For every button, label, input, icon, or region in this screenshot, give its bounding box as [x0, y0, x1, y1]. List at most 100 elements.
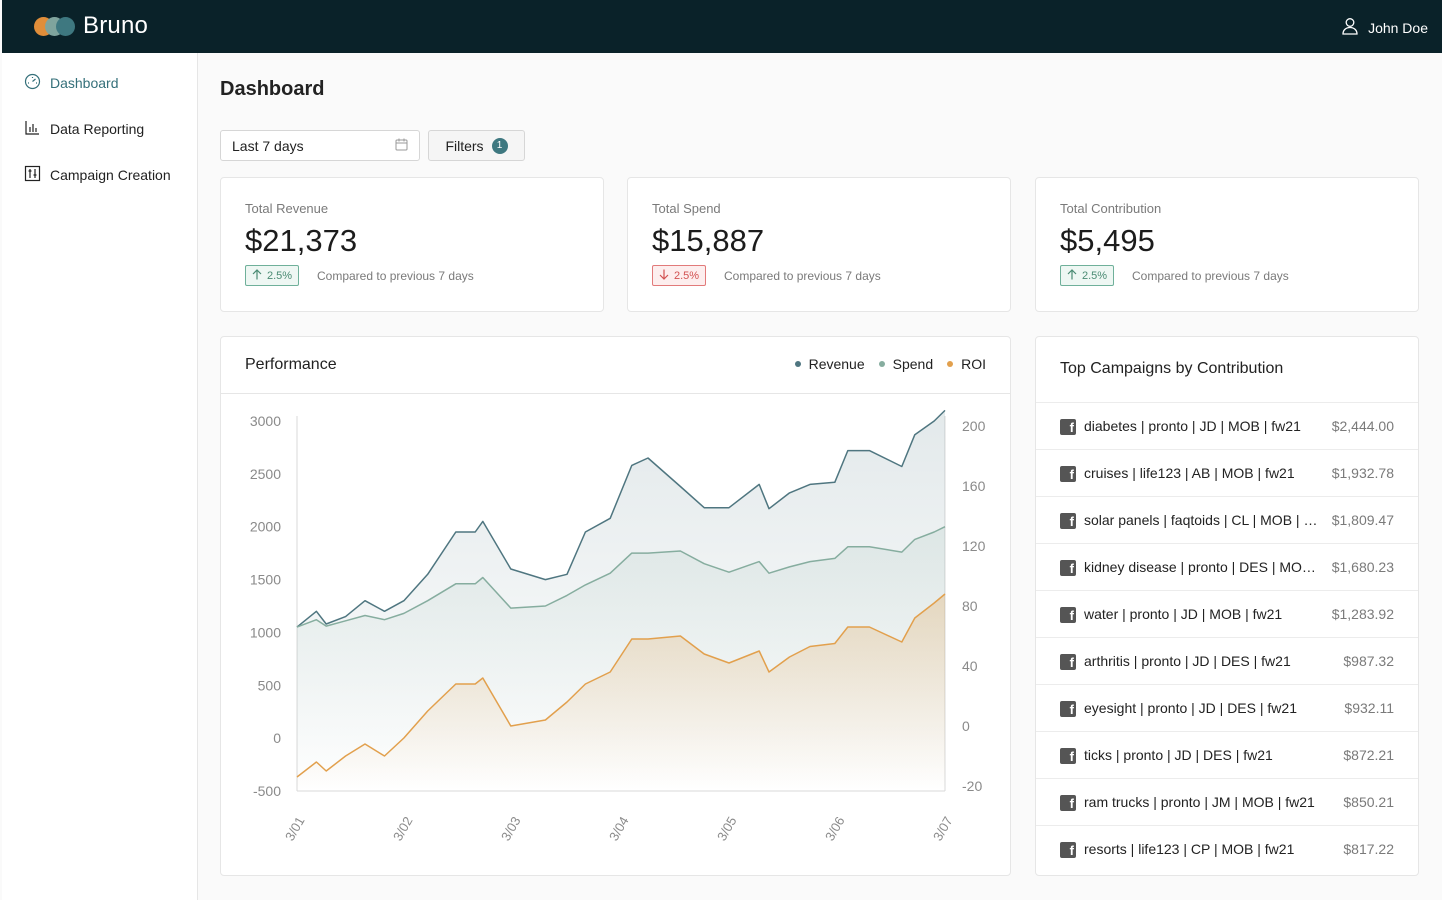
campaign-name: arthritis | pronto | JD | DES | fw21: [1084, 653, 1291, 669]
campaign-row[interactable]: f eyesight | pronto | JD | DES | fw21 $932…: [1036, 684, 1418, 731]
campaign-name: resorts | life123 | CP | MOB | fw21: [1084, 841, 1295, 857]
performance-title: Performance: [245, 356, 337, 373]
dashboard-gauge-icon: [24, 73, 41, 93]
campaign-row[interactable]: f water | pronto | JD | MOB | fw21 $1,283.…: [1036, 590, 1418, 637]
legend-item-roi[interactable]: ROI: [947, 356, 986, 372]
top-campaigns-panel: Top Campaigns by Contribution f diabetes …: [1035, 336, 1419, 876]
user-icon: [1342, 17, 1358, 38]
date-range-picker[interactable]: Last 7 days: [220, 130, 420, 161]
facebook-icon: f: [1060, 466, 1076, 482]
series-line-revenue: [296, 409, 946, 628]
campaign-row[interactable]: f solar panels | faqtoids | CL | MOB | fw…: [1036, 496, 1418, 543]
filters-label: Filters: [445, 137, 484, 154]
y-right-tick-label: -20: [962, 778, 982, 794]
kpi-value: $21,373: [245, 223, 358, 258]
kpi-value: $5,495: [1060, 223, 1155, 258]
legend-label: ROI: [961, 356, 986, 372]
campaign-row[interactable]: f ticks | pronto | JD | DES | fw21 $872.21: [1036, 731, 1418, 778]
panel-divider: [221, 393, 1010, 394]
sidebar-item-label: Dashboard: [50, 75, 119, 91]
facebook-icon: f: [1060, 701, 1076, 717]
campaign-contribution: $817.22: [1343, 841, 1394, 857]
kpi-compare-text: Compared to previous 7 days: [724, 269, 881, 283]
series-area-roi: [297, 594, 945, 791]
kpi-card-total-spend: Total Spend $15,887 2.5% Compared to pre…: [627, 177, 1011, 312]
campaign-contribution: $872.21: [1343, 747, 1394, 763]
facebook-icon: f: [1060, 607, 1076, 623]
sidebar-item-label: Campaign Creation: [50, 167, 171, 183]
y-left-tick-label: 500: [258, 677, 282, 693]
sliders-icon: [24, 165, 41, 185]
campaign-row[interactable]: f cruises | life123 | AB | MOB | fw21 $1,9…: [1036, 449, 1418, 496]
x-tick-label: 3/07: [930, 814, 956, 843]
kpi-change-badge: 2.5%: [652, 265, 707, 286]
bar-chart-icon: [24, 119, 41, 139]
sidebar-item-data-reporting[interactable]: Data Reporting: [24, 119, 144, 139]
kpi-change-value: 2.5%: [1082, 269, 1108, 282]
kpi-card-total-revenue: Total Revenue $21,373 2.5% Compared to p…: [220, 177, 604, 312]
sidebar-item-campaign-creation[interactable]: Campaign Creation: [24, 165, 171, 185]
campaign-contribution: $2,444.00: [1331, 418, 1394, 434]
facebook-icon: f: [1060, 419, 1076, 435]
campaign-contribution: $1,680.23: [1331, 559, 1394, 575]
calendar-icon: [395, 138, 408, 154]
top-bar: Bruno John Doe: [2, 0, 1442, 53]
y-right-tick-label: 80: [962, 598, 978, 614]
chart-legend: Revenue Spend ROI: [794, 356, 986, 372]
campaign-name: water | pronto | JD | MOB | fw21: [1084, 606, 1283, 622]
kpi-change-value: 2.5%: [674, 269, 700, 282]
kpi-change-badge: 2.5%: [245, 265, 300, 286]
performance-chart[interactable]: 3000 2500 2000 1500 1000 500 0 -500 200 160 120 80 4…: [221, 394, 1010, 876]
kpi-card-total-contribution: Total Contribution $5,495 2.5% Compared …: [1035, 177, 1419, 312]
facebook-icon: f: [1060, 795, 1076, 811]
y-right-tick-label: 200: [962, 418, 986, 434]
y-right-tick-label: 120: [962, 538, 986, 554]
campaign-contribution: $1,283.92: [1331, 606, 1394, 622]
legend-item-revenue[interactable]: Revenue: [794, 356, 865, 372]
sidebar-item-dashboard[interactable]: Dashboard: [24, 73, 119, 93]
campaign-name: kidney disease | pronto | DES | MOB | fw…: [1084, 559, 1320, 575]
series-line-roi: [296, 593, 946, 778]
legend-dot-icon: [794, 361, 801, 367]
performance-panel: Performance Revenue Spend ROI 3000 2500 20…: [220, 336, 1011, 876]
arrow-up-icon: [252, 268, 262, 283]
y-right-tick-label: 0: [962, 718, 970, 734]
y-left-tick-label: 2500: [250, 466, 281, 482]
x-tick-label: 3/06: [822, 814, 848, 843]
kpi-value: $15,887: [652, 223, 765, 258]
filters-count-badge: 1: [491, 137, 508, 154]
campaign-name: eyesight | pronto | JD | DES | fw21: [1084, 700, 1297, 716]
x-tick-label: 3/02: [390, 814, 416, 843]
kpi-compare-text: Compared to previous 7 days: [1132, 269, 1289, 283]
kpi-compare-text: Compared to previous 7 days: [317, 269, 474, 283]
y-left-tick-label: 0: [273, 730, 281, 746]
legend-item-spend[interactable]: Spend: [878, 356, 933, 372]
sidebar: Dashboard Data Reporting Campaign Creati…: [2, 53, 198, 900]
campaign-name: diabetes | pronto | JD | MOB | fw21: [1084, 418, 1301, 434]
y-left-tick-label: 1000: [250, 624, 281, 640]
campaign-row[interactable]: f arthritis | pronto | JD | DES | fw21 $98…: [1036, 637, 1418, 684]
campaign-row[interactable]: f resorts | life123 | CP | MOB | fw21 $817…: [1036, 825, 1418, 872]
brand-name[interactable]: Bruno: [83, 12, 149, 39]
kpi-label: Total Contribution: [1060, 201, 1162, 216]
y-right-tick-label: 160: [962, 478, 986, 494]
kpi-change-value: 2.5%: [267, 269, 293, 282]
page-title: Dashboard: [220, 78, 325, 100]
date-range-value: Last 7 days: [232, 137, 304, 154]
campaign-row[interactable]: f kidney disease | pronto | DES | MOB | f…: [1036, 543, 1418, 590]
x-tick-label: 3/03: [498, 814, 524, 843]
campaign-contribution: $1,809.47: [1331, 512, 1394, 528]
legend-dot-icon: [947, 361, 954, 367]
y-left-tick-label: 3000: [250, 413, 281, 429]
filters-button[interactable]: Filters 1: [428, 130, 525, 161]
user-name: John Doe: [1368, 19, 1428, 36]
x-tick-label: 3/05: [714, 814, 740, 843]
facebook-icon: f: [1060, 513, 1076, 529]
kpi-label: Total Spend: [652, 201, 721, 216]
y-left-tick-label: 1500: [250, 572, 281, 588]
user-menu[interactable]: John Doe: [1342, 17, 1428, 38]
sidebar-item-label: Data Reporting: [50, 121, 145, 137]
campaign-row[interactable]: f diabetes | pronto | JD | MOB | fw21 $2,4…: [1036, 402, 1418, 449]
brand-logo-icon[interactable]: [34, 16, 78, 38]
campaign-row[interactable]: f ram trucks | pronto | JM | MOB | fw21 $8…: [1036, 778, 1418, 825]
